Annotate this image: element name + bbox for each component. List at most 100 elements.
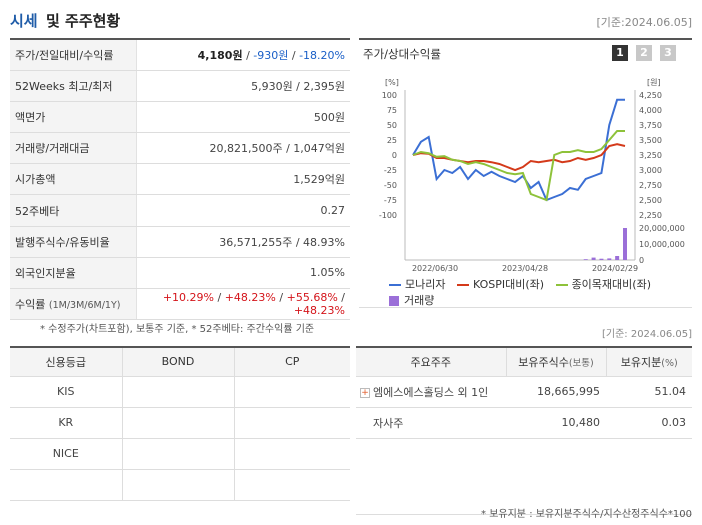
- header: 시세 및 주주현황 [기준:2024.06.05]: [10, 10, 692, 34]
- row-label: 거래량/거래대금: [10, 132, 137, 165]
- holder-shares: [506, 438, 606, 515]
- price-chart-panel: 주가/상대수익률 1 2 3 [%] [원] 100 75 50 25 0 -25 -50 -75…: [359, 38, 692, 308]
- table-row: KR: [10, 407, 350, 439]
- column-header-sub: (%): [661, 357, 678, 369]
- row-label: 수익률 (1M/3M/6M/1Y): [10, 288, 137, 321]
- legend-item-main: 모나리자: [389, 278, 445, 291]
- right-axis-unit: [원]: [647, 78, 661, 87]
- table-row: 주가/전일대비/수익률 4,180원 / -930원 / -18.20%: [10, 39, 350, 71]
- table-row: 자사주 10,480 0.03: [356, 407, 692, 439]
- base-date-2: [기준: 2024.06.05]: [601, 329, 692, 340]
- legend-item-paper: 종이목재대비(좌): [555, 278, 651, 291]
- table-row: 외국인지분율 1.05%: [10, 257, 350, 290]
- legend-label: 종이목재대비(좌): [571, 278, 651, 291]
- legend-label: 거래량: [404, 294, 435, 307]
- row-value: 20,821,500주 / 1,047억원: [136, 132, 350, 165]
- cell: [122, 438, 235, 470]
- right-tick-label: 4,000: [639, 106, 662, 115]
- right-tick-label: 3,250: [639, 151, 662, 160]
- cell: KR: [10, 407, 123, 439]
- chart-page-1-button[interactable]: 1: [612, 45, 628, 61]
- return-1m: +10.29%: [162, 291, 214, 305]
- right-tick-label: 2,250: [639, 211, 662, 220]
- right-tick-label: 4,250: [639, 91, 662, 100]
- column-header: 신용등급: [10, 347, 123, 377]
- table-row: [356, 438, 692, 515]
- table-row: 52Weeks 최고/최저 5,930원 / 2,395원: [10, 70, 350, 102]
- row-label: 시가총액: [10, 163, 137, 196]
- column-header-label: 보유지분: [620, 355, 662, 369]
- table-row: 액면가 500원: [10, 101, 350, 134]
- holder-name[interactable]: 엠에스에스홀딩스 외 1인: [373, 385, 489, 399]
- row-value: 5,930원 / 2,395원: [136, 70, 350, 102]
- left-tick-label: -100: [379, 211, 397, 220]
- cell: [234, 469, 350, 501]
- x-tick-label: 2023/04/28: [502, 264, 548, 273]
- table-row: 수익률 (1M/3M/6M/1Y) +10.29% / +48.23% / +5…: [10, 288, 350, 321]
- table-row: KIS: [10, 376, 350, 408]
- chart-svg: [%] [원] 100 75 50 25 0 -25 -50 -75 -100 4,250 4,000 3…: [379, 78, 685, 273]
- separator: /: [341, 291, 345, 305]
- header-title-blue: 시세: [10, 12, 38, 30]
- legend-item-kospi: KOSPI대비(좌): [456, 278, 544, 291]
- cell: KIS: [10, 376, 123, 408]
- table-row: 시가총액 1,529억원: [10, 163, 350, 196]
- holder-shares: 18,665,995: [506, 376, 606, 408]
- volume-tick-label: 20,000,000: [639, 224, 685, 233]
- column-header: CP: [234, 347, 350, 377]
- price-rate: -18.20%: [299, 48, 345, 62]
- row-label: 발행주식수/유동비율: [10, 226, 137, 258]
- row-value: 36,571,255주 / 48.93%: [136, 226, 350, 258]
- volume-tick-label: 0: [639, 256, 644, 265]
- column-header: 보유주식수(보통): [506, 347, 607, 377]
- volume-bar: [583, 259, 588, 260]
- base-date: [기준:2024.06.05]: [596, 16, 692, 29]
- holder-name: 자사주: [373, 416, 404, 430]
- row-label: 52Weeks 최고/최저: [10, 70, 137, 102]
- holder-name-cell: [356, 438, 506, 515]
- volume-bar: [599, 258, 604, 260]
- cell: NICE: [10, 438, 123, 470]
- table-row: 52주베타 0.27: [10, 194, 350, 227]
- footnote-shareholding: * 보유지분 : 보유지분주식수/지수산정주식수*100: [481, 509, 692, 520]
- left-tick-label: 100: [382, 91, 397, 100]
- cell: [122, 469, 235, 501]
- chart-page-2-button[interactable]: 2: [636, 45, 652, 61]
- separator: /: [217, 291, 222, 305]
- holder-name-cell: + 엠에스에스홀딩스 외 1인: [356, 376, 506, 408]
- return-6m: +55.68%: [286, 291, 338, 305]
- holder-pct: 0.03: [606, 407, 692, 439]
- row-value: +10.29% / +48.23% / +55.68% / +48.23%: [136, 288, 350, 321]
- credit-rating-table: 신용등급 BOND CP KIS KR NICE: [10, 346, 350, 501]
- right-tick-label: 2,500: [639, 196, 662, 205]
- right-tick-label: 3,750: [639, 121, 662, 130]
- chart-legend: 모나리자 KOSPI대비(좌) 종이목재대비(좌) 거래량: [389, 276, 659, 308]
- price-info-table: 주가/전일대비/수익률 4,180원 / -930원 / -18.20% 52W…: [10, 38, 350, 321]
- table-header-row: 주요주주 보유주식수(보통) 보유지분(%): [356, 347, 692, 377]
- footnote-price: * 수정주가(차트포함), 보통주 기준, * 52주베타: 주간수익률 기준: [40, 324, 315, 335]
- left-tick-label: -50: [384, 181, 397, 190]
- row-value: 500원: [136, 101, 350, 134]
- header-title: 및 주주현황: [46, 12, 121, 30]
- column-header-label: 보유주식수: [518, 355, 569, 369]
- cell: [234, 407, 350, 439]
- volume-tick-label: 10,000,000: [639, 240, 685, 249]
- price-change: -930원: [253, 48, 289, 62]
- return-1y: +48.23%: [293, 304, 345, 318]
- left-tick-label: -75: [384, 196, 397, 205]
- cell: [122, 407, 235, 439]
- x-tick-label: 2022/06/30: [412, 264, 458, 273]
- row-value: 1,529억원: [136, 163, 350, 196]
- table-row: + 엠에스에스홀딩스 외 1인 18,665,995 51.04: [356, 376, 692, 408]
- right-tick-label: 3,500: [639, 136, 662, 145]
- table-row: [10, 469, 350, 501]
- chart-page-3-button[interactable]: 3: [660, 45, 676, 61]
- right-tick-label: 3,000: [639, 166, 662, 175]
- volume-bar: [591, 257, 596, 260]
- left-tick-label: -25: [384, 166, 397, 175]
- expand-icon[interactable]: +: [360, 387, 370, 398]
- series-line-1: [412, 98, 625, 202]
- left-tick-label: 75: [387, 106, 397, 115]
- holder-shares: 10,480: [506, 407, 606, 439]
- table-row: 거래량/거래대금 20,821,500주 / 1,047억원: [10, 132, 350, 165]
